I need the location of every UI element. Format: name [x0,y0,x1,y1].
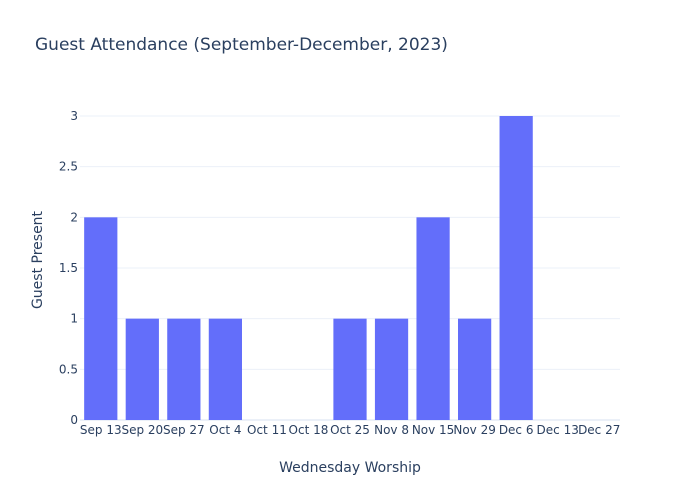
bar[interactable] [333,318,367,420]
chart-title: Guest Attendance (September-December, 20… [35,35,448,55]
y-tick-label: 2.5 [59,160,78,174]
bar[interactable] [84,217,118,420]
y-tick-label: 1 [70,312,78,326]
y-tick-labels: 0 0.5 1 1.5 2 2.5 3 [59,109,78,427]
x-tick-label: Oct 11 [247,423,287,437]
x-tick-label: Nov 8 [374,423,409,437]
x-tick-label: Sep 27 [163,423,205,437]
bar[interactable] [125,318,159,420]
x-tick-labels: Sep 13 Sep 20 Sep 27 Oct 4 Oct 11 Oct 18 Oct 2… [80,423,620,437]
bar[interactable] [458,318,492,420]
x-axis-title: Wednesday Worship [279,460,421,476]
x-tick-label: Sep 20 [121,423,163,437]
x-tick-label: Dec 6 [499,423,534,437]
y-tick-label: 0 [70,413,78,427]
x-tick-label: Dec 13 [537,423,579,437]
x-tick-label: Nov 15 [412,423,455,437]
bar[interactable] [499,116,533,420]
y-tick-label: 3 [70,109,78,123]
y-tick-label: 1.5 [59,261,78,275]
bar[interactable] [167,318,201,420]
x-tick-label: Sep 13 [80,423,122,437]
x-tick-label: Nov 29 [453,423,496,437]
x-tick-label: Oct 4 [209,423,241,437]
bar[interactable] [374,318,409,420]
x-tick-label: Oct 18 [289,423,329,437]
y-tick-label: 2 [70,210,78,224]
x-tick-label: Dec 27 [578,423,620,437]
bars [84,116,533,420]
x-tick-label: Oct 25 [330,423,370,437]
y-axis-title: Guest Present [30,210,46,309]
bar[interactable] [208,318,242,420]
y-tick-label: 0.5 [59,362,78,376]
bar[interactable] [416,217,450,420]
